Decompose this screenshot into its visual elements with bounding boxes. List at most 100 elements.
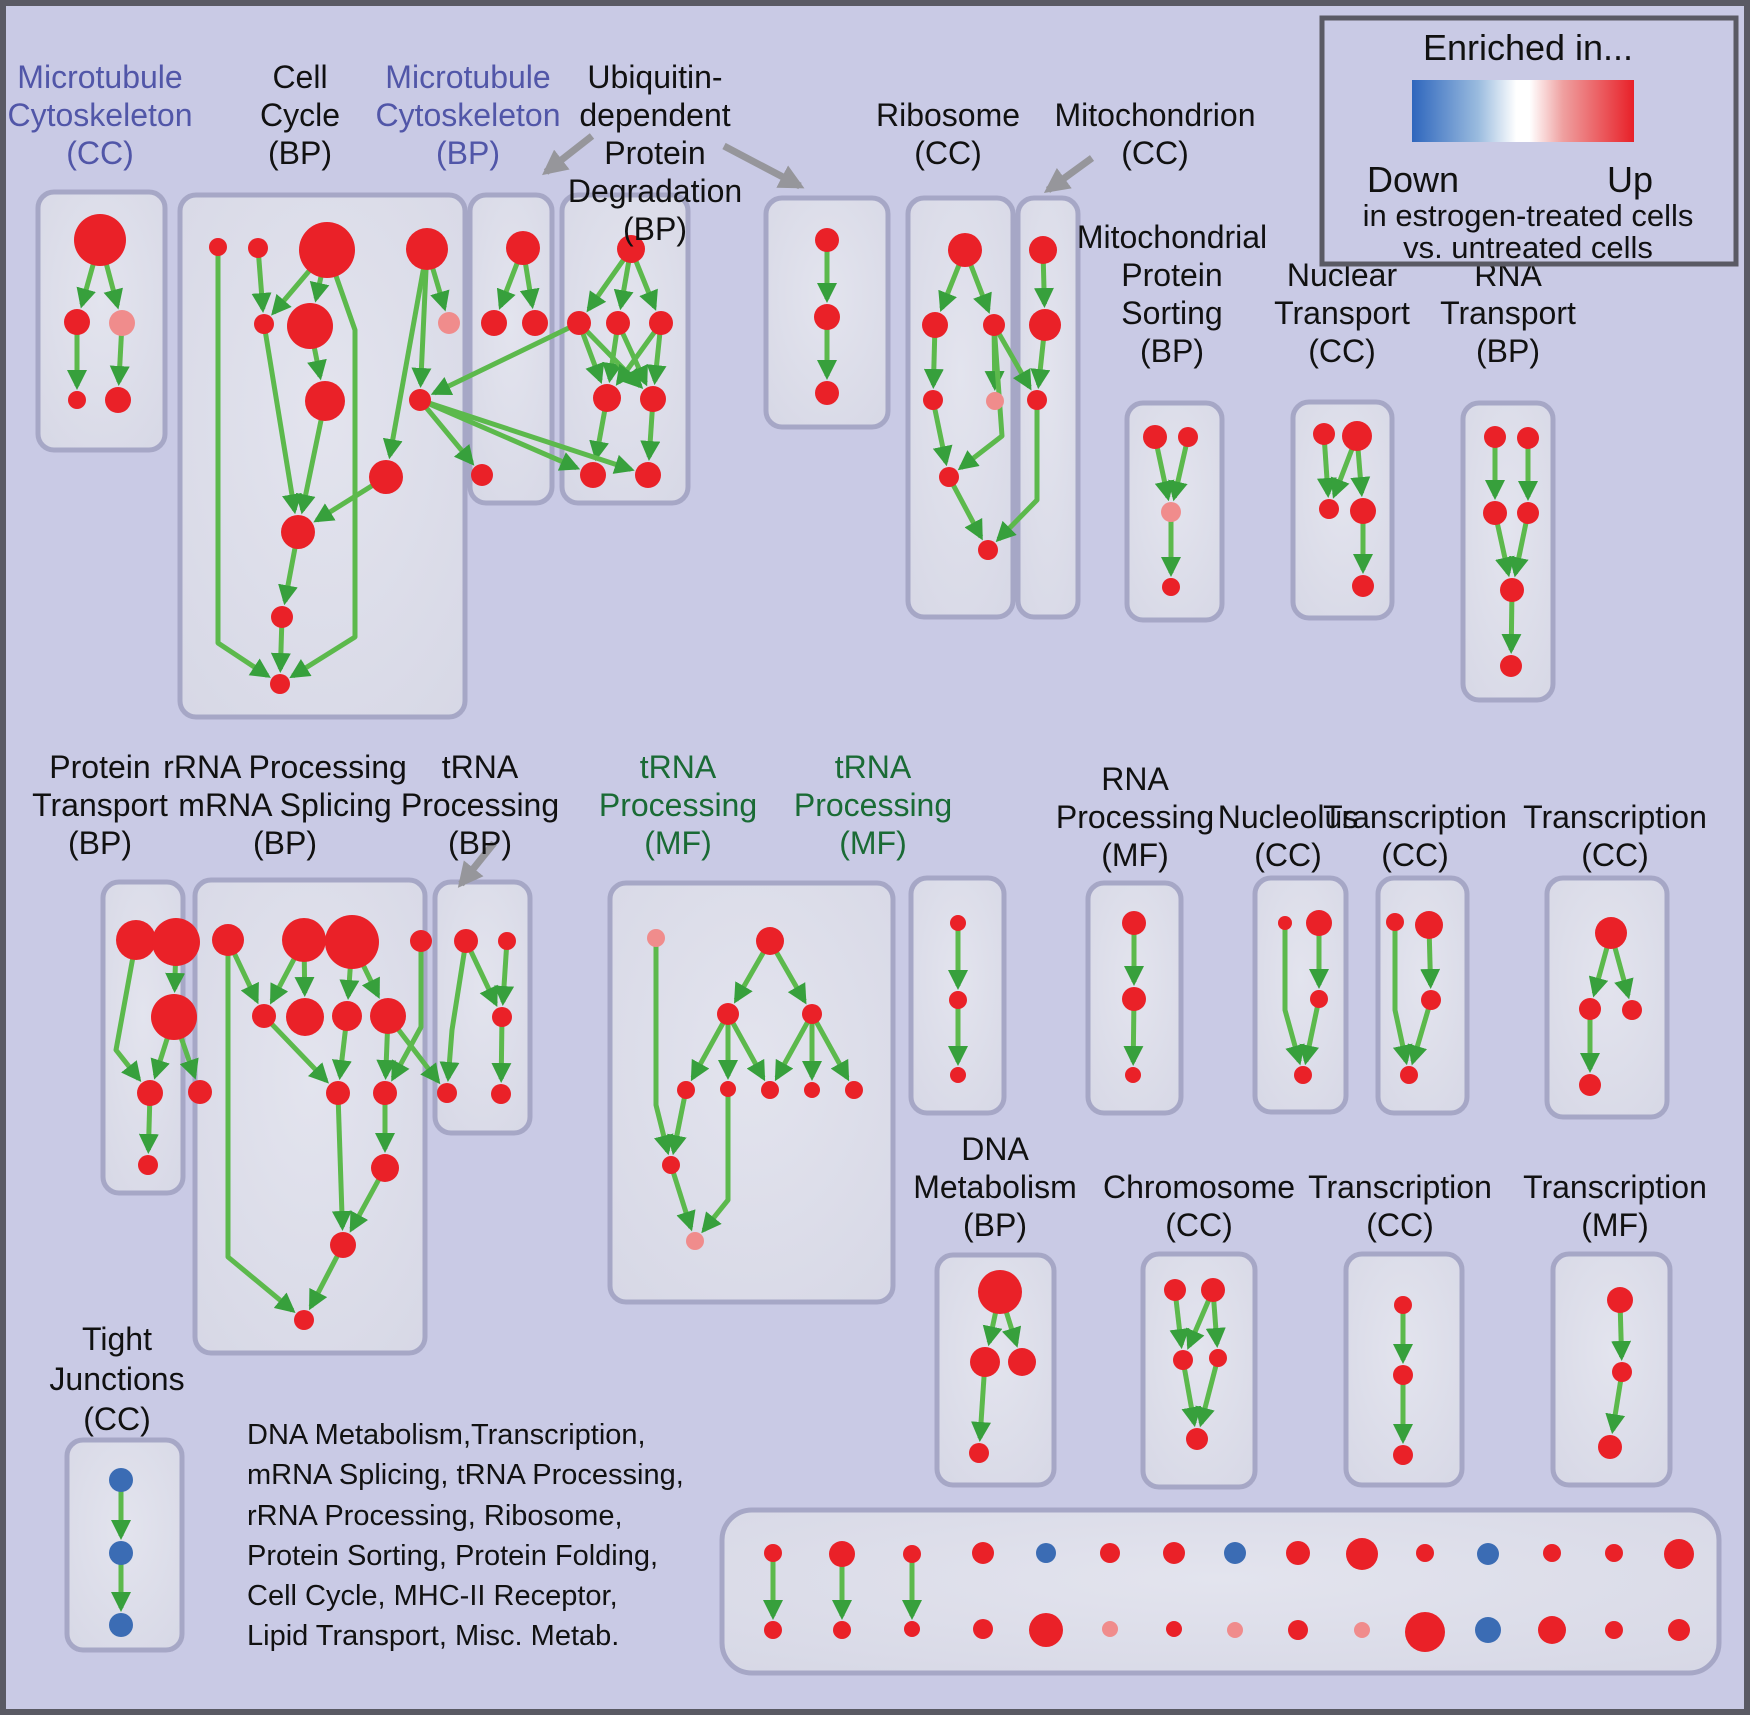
edge-tc1-tc3 <box>1611 941 1634 1000</box>
edge-mi3-rb7 <box>995 406 1040 543</box>
annotation-arrow-4 <box>457 840 497 888</box>
node-cc11 <box>281 515 315 549</box>
node-nt1 <box>1313 423 1335 445</box>
node-cc9 <box>409 389 431 411</box>
caption-line-4: Protein Sorting, Protein Folding, <box>247 1540 658 1572</box>
node-tm3 <box>717 1003 739 1025</box>
node-gg8 <box>370 998 406 1034</box>
node-dg1 <box>815 228 839 252</box>
group-label-tj-line-3: (CC) <box>83 1401 151 1437</box>
edge-nt2-nt4 <box>1350 444 1371 498</box>
caption-line-6: Lipid Transport, Misc. Metab. <box>247 1620 619 1652</box>
node-gg11 <box>371 1154 399 1182</box>
node-bo13b <box>1538 1616 1566 1644</box>
node-tm10 <box>662 1156 680 1174</box>
node-tb4 <box>437 1083 457 1103</box>
edge-dm2-dm4 <box>971 1370 992 1442</box>
legend-up-label: Up <box>1607 159 1653 200</box>
edge-rb1-rb2 <box>938 258 964 313</box>
group-label-tm-line-3: (MF) <box>644 825 712 861</box>
group-label-rb-line-1: Ribosome <box>876 97 1020 133</box>
node-rb6 <box>939 467 959 487</box>
edge-gg4-gg10 <box>390 947 424 1082</box>
group-label-tc3-line-2: (CC) <box>1366 1207 1434 1243</box>
node-tj2 <box>109 1541 133 1565</box>
node-tb3 <box>492 1007 512 1027</box>
node-mc3 <box>109 310 135 336</box>
node-bo12b <box>1475 1617 1501 1643</box>
edge-rb6-rb7 <box>949 481 984 541</box>
node-cc13 <box>270 674 290 694</box>
node-ub1 <box>617 235 645 263</box>
edge-ta1-ta4 <box>1392 927 1413 1066</box>
edge-rb2-rb4 <box>923 332 944 389</box>
node-cc3 <box>299 222 355 278</box>
node-gg4 <box>410 930 432 952</box>
group-label-tm3-line-1: Transcription <box>1523 1169 1707 1205</box>
edge-ta3-ta4 <box>1407 1005 1432 1066</box>
group-label-mc-line-1: Microtubule <box>17 59 182 95</box>
edge-mi1-mi2 <box>1033 258 1054 308</box>
group-label-dm-line-3: (BP) <box>963 1207 1027 1243</box>
caption-line-2: mRNA Splicing, tRNA Processing, <box>247 1459 684 1491</box>
node-tb5 <box>491 1084 511 1104</box>
group-label-rb-line-2: (CC) <box>914 135 982 171</box>
node-nu3 <box>1310 990 1328 1008</box>
node-ta2 <box>1415 911 1443 939</box>
group-label-tc3-line-1: Transcription <box>1308 1169 1492 1205</box>
node-rb4 <box>923 390 943 410</box>
legend-title: Enriched in... <box>1423 27 1633 68</box>
edge-gg5-gg9 <box>267 1019 329 1084</box>
group-label-tj-line-2: Junctions <box>49 1361 184 1397</box>
edge-ch3-ch5 <box>1181 1365 1202 1428</box>
node-ta3 <box>1421 990 1441 1010</box>
edge-ta2-ta3 <box>1420 933 1441 989</box>
node-gg12 <box>330 1232 356 1258</box>
node-ch4 <box>1209 1349 1227 1367</box>
node-pt2 <box>152 918 200 966</box>
group-label-pt-line-2: Transport <box>32 787 168 823</box>
group-label-ch-line-2: (CC) <box>1165 1207 1233 1243</box>
node-tj3 <box>109 1613 133 1637</box>
edge-mc3-mc5 <box>109 330 130 386</box>
node-t23 <box>950 1067 966 1083</box>
edge-rb1-rb3 <box>966 258 992 314</box>
edge-gg12-gg13 <box>308 1250 342 1311</box>
edge-mt1-mt3 <box>519 257 540 310</box>
node-mt1 <box>506 231 540 265</box>
edge-nt1-nt3 <box>1316 440 1337 498</box>
legend-subtitle-line1: in estrogen-treated cells <box>1363 198 1694 233</box>
node-cc8 <box>305 381 345 421</box>
group-label-cc-line-1: Cell <box>272 59 327 95</box>
node-tf2 <box>1612 1362 1632 1382</box>
edge-gg11-gg12 <box>349 1174 384 1233</box>
node-bo12t <box>1477 1543 1499 1565</box>
edge-cc4-cc10 <box>382 260 428 460</box>
node-nu1 <box>1278 916 1292 930</box>
group-label-ms-line-1: Mitochondrial <box>1077 219 1267 255</box>
node-dm1 <box>978 1270 1022 1314</box>
edge-gg7-gg9 <box>331 1024 352 1081</box>
node-ch2 <box>1201 1278 1225 1302</box>
node-cc5 <box>254 314 274 334</box>
node-tb2 <box>498 932 516 950</box>
edge-tf1-tf2 <box>1611 1307 1632 1361</box>
node-ub7 <box>580 462 606 488</box>
node-gg10 <box>373 1081 397 1105</box>
node-tm5 <box>677 1081 695 1099</box>
group-label-mc-line-2: Cytoskeleton <box>8 97 193 133</box>
node-bo15b <box>1668 1619 1690 1641</box>
group-label-rp-line-3: (MF) <box>1101 837 1169 873</box>
node-ms2 <box>1178 427 1198 447</box>
group-label-dm-line-2: Metabolism <box>913 1169 1077 1205</box>
caption-line-3: rRNA Processing, Ribosome, <box>247 1500 623 1532</box>
node-tm7 <box>761 1081 779 1099</box>
edge-cc4-cc9 <box>411 261 432 388</box>
group-label-rt-line-2: Transport <box>1440 295 1576 331</box>
edge-ch2-ch4 <box>1205 1297 1226 1348</box>
node-mc1 <box>74 214 126 266</box>
node-bo6b <box>1102 1621 1118 1637</box>
edge-pt1-pt4 <box>113 951 142 1083</box>
